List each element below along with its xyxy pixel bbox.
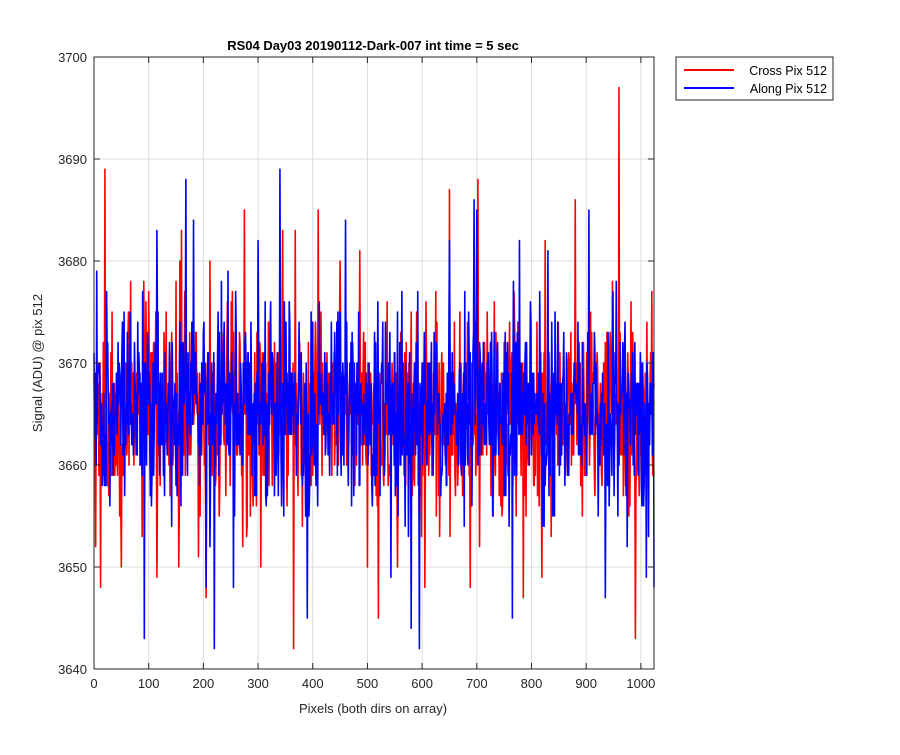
y-tick-label: 3660 (58, 458, 87, 473)
x-tick-label: 400 (302, 676, 324, 691)
x-tick-label: 500 (357, 676, 379, 691)
x-tick-label: 700 (466, 676, 488, 691)
series-line (93, 168, 655, 650)
y-tick-label: 3640 (58, 662, 87, 677)
legend-label: Cross Pix 512 (749, 64, 827, 78)
x-tick-label: 800 (521, 676, 543, 691)
legend-box (675, 56, 834, 101)
y-tick-label: 3650 (58, 560, 87, 575)
plot-area: 0 100 200 300 400 500 600 700 800 900 1000 3640 3650… (58, 50, 655, 691)
y-tick-label: 3680 (58, 254, 87, 269)
x-tick-label: 200 (193, 676, 215, 691)
y-tick-label: 3690 (58, 152, 87, 167)
x-tick-label: 300 (247, 676, 269, 691)
y-tick-label: 3670 (58, 356, 87, 371)
y-axis-label: Signal (ADU) @ pix 512 (30, 294, 45, 432)
x-tick-label: 600 (411, 676, 433, 691)
x-axis-label: Pixels (both dirs on array) (299, 701, 447, 716)
x-tick-label: 100 (138, 676, 160, 691)
legend: Cross Pix 512 Along Pix 512 (675, 56, 834, 101)
x-tick-label: 0 (90, 676, 97, 691)
x-tick-label: 900 (575, 676, 597, 691)
chart-title: RS04 Day03 20190112-Dark-007 int time = … (227, 38, 519, 53)
x-tick-label: 1000 (626, 676, 655, 691)
y-tick-label: 3700 (58, 50, 87, 65)
legend-label: Along Pix 512 (750, 82, 827, 96)
